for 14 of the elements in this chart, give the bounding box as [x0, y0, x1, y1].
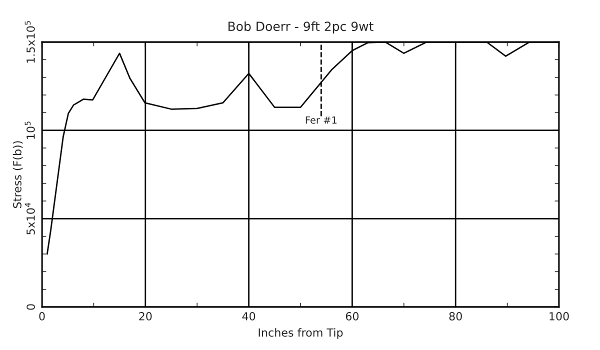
y-tick-label: 5x10$^{4}$	[24, 202, 35, 234]
ref-line-label: Fer #1	[306, 116, 337, 124]
x-tick-label: 20	[139, 312, 152, 320]
x-axis-title: Inches from Tip	[258, 328, 343, 339]
y-tick-label: 0	[26, 304, 35, 310]
x-tick-label: 40	[242, 312, 256, 320]
y-tick-label: 1.5x10$^{5}$	[24, 21, 35, 63]
x-tick-label: 80	[449, 312, 462, 320]
y-tick-label: 10$^{5}$	[24, 122, 35, 139]
x-tick-label: 0	[39, 312, 45, 320]
chart-title: Bob Doerr - 9ft 2pc 9wt	[228, 21, 374, 34]
x-tick-label: 60	[346, 312, 359, 320]
y-axis-title: Stress (F(b))	[12, 141, 23, 208]
x-tick-label: 100	[550, 312, 569, 320]
